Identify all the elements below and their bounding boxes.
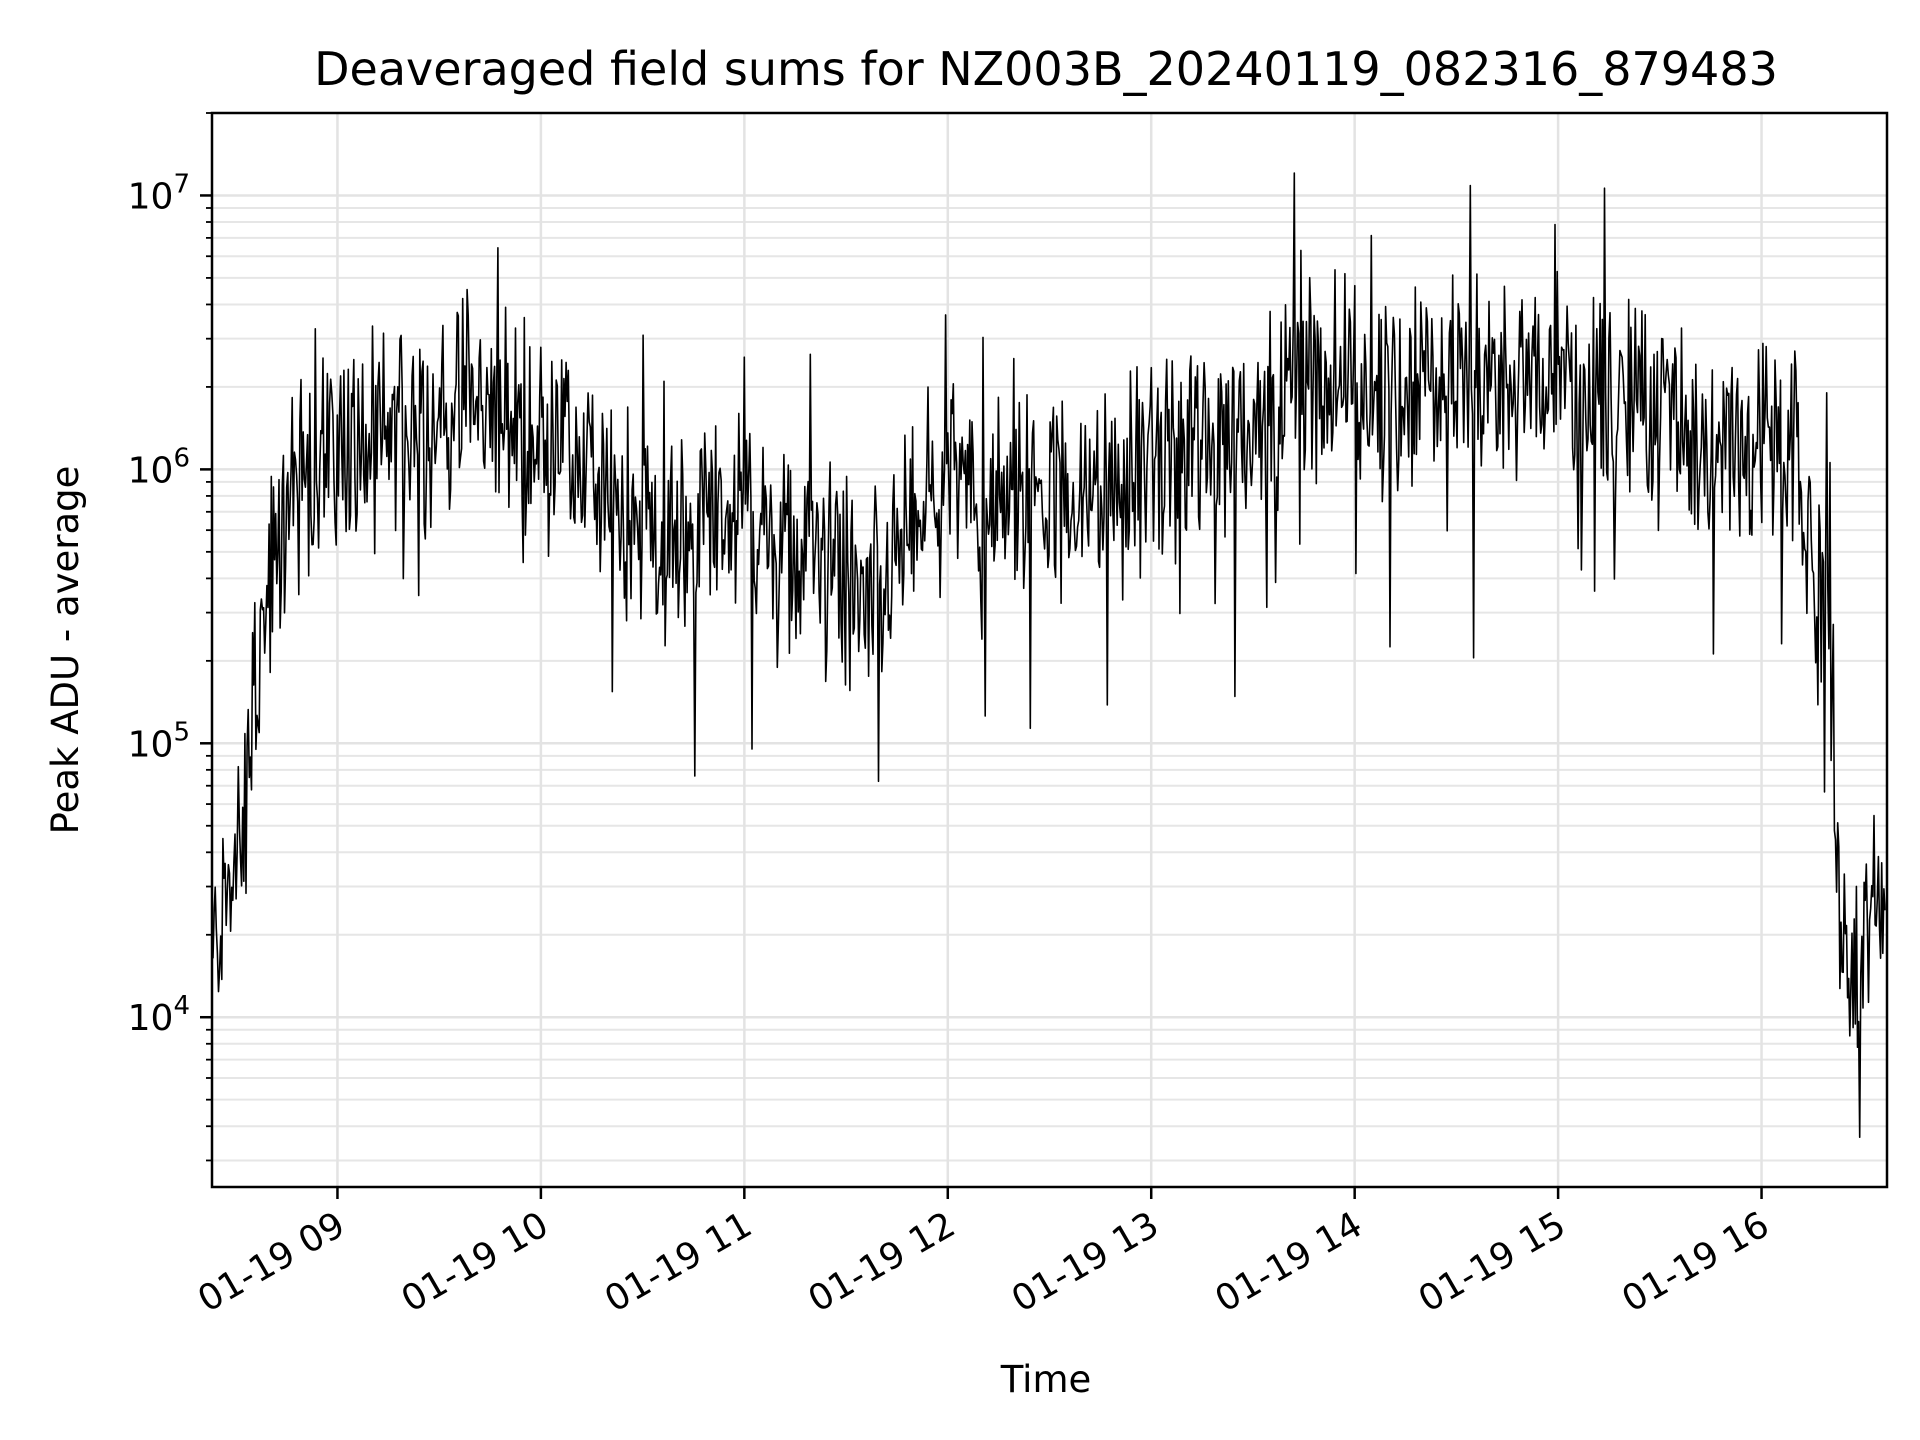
x-tick-label: 01-19 13 bbox=[1005, 1204, 1166, 1320]
plot-area-frame bbox=[210, 111, 1889, 1189]
x-tick-label: 01-19 09 bbox=[191, 1204, 352, 1320]
x-tick-label: 01-19 15 bbox=[1412, 1204, 1573, 1320]
x-tick-label: 01-19 11 bbox=[598, 1204, 759, 1320]
x-axis-label: Time bbox=[1000, 1358, 1092, 1401]
y-tick-label: 106 bbox=[128, 443, 190, 491]
x-tick-label: 01-19 12 bbox=[802, 1204, 963, 1320]
data-series-line bbox=[212, 172, 1886, 1138]
y-tick-label-base: 10 bbox=[128, 450, 174, 491]
y-tick-label: 107 bbox=[128, 169, 190, 217]
x-tick-label: 01-19 14 bbox=[1208, 1204, 1369, 1320]
y-tick-label-base: 10 bbox=[128, 724, 174, 765]
y-tick-label-exponent: 5 bbox=[173, 717, 190, 747]
y-tick-label-exponent: 4 bbox=[173, 991, 190, 1021]
x-axis-ticks: 01-19 09 01-19 10 01-19 11 01-19 12 01-19 13… bbox=[191, 1187, 1776, 1321]
y-tick-label-exponent: 6 bbox=[173, 443, 190, 473]
x-tick-label: 01-19 16 bbox=[1615, 1204, 1776, 1320]
chart-title: Deaveraged field sums for NZ003B_2024011… bbox=[314, 42, 1778, 96]
y-tick-label: 104 bbox=[128, 991, 190, 1039]
y-tick-label: 105 bbox=[128, 717, 190, 765]
x-tick-label: 01-19 10 bbox=[395, 1204, 556, 1320]
x-gridlines bbox=[336, 113, 1763, 1187]
y-tick-label-exponent: 7 bbox=[173, 169, 190, 199]
y-tick-label-base: 10 bbox=[128, 176, 174, 217]
y-axis-label: Peak ADU - average bbox=[44, 466, 87, 835]
minor-gridlines bbox=[212, 112, 1887, 1162]
y-tick-label-base: 10 bbox=[128, 998, 174, 1039]
